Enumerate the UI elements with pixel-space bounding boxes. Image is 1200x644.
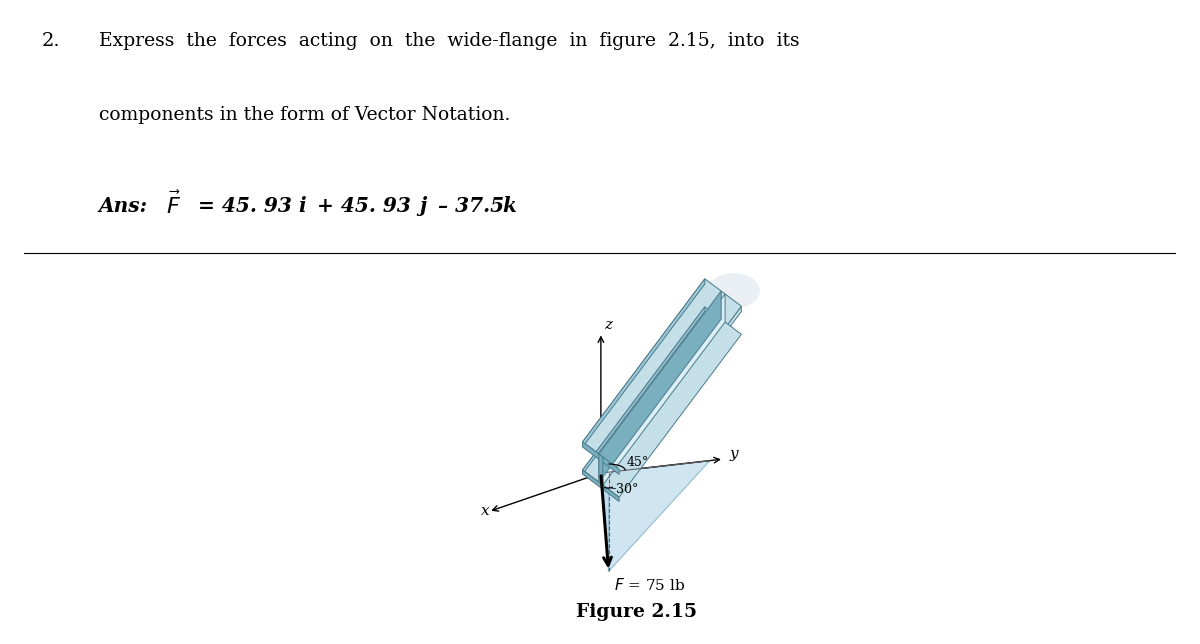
- Text: Express  the  forces  acting  on  the  wide-flange  in  figure  2.15,  into  its: Express the forces acting on the wide-fl…: [98, 32, 799, 50]
- Text: Figure 2.15: Figure 2.15: [576, 603, 696, 621]
- Polygon shape: [583, 279, 704, 447]
- Text: k: k: [502, 196, 516, 216]
- Polygon shape: [583, 442, 619, 475]
- Polygon shape: [599, 291, 721, 482]
- Text: y: y: [730, 448, 738, 461]
- Polygon shape: [583, 307, 742, 497]
- Polygon shape: [601, 473, 608, 571]
- Text: – 37.5: – 37.5: [431, 196, 504, 216]
- Text: + 45. 93: + 45. 93: [310, 196, 410, 216]
- Text: i: i: [298, 196, 306, 216]
- Text: 45°: 45°: [626, 457, 648, 469]
- Text: j: j: [419, 196, 426, 216]
- Polygon shape: [619, 306, 742, 475]
- Polygon shape: [599, 454, 602, 485]
- Polygon shape: [583, 307, 704, 474]
- Text: –: –: [611, 483, 616, 493]
- Polygon shape: [602, 294, 725, 485]
- Text: 2.: 2.: [41, 32, 60, 50]
- Text: $\mathit{F}$ = 75 lb: $\mathit{F}$ = 75 lb: [614, 576, 685, 592]
- Text: $\vec{F}$: $\vec{F}$: [166, 191, 181, 219]
- Ellipse shape: [707, 273, 760, 308]
- Text: z: z: [604, 318, 612, 332]
- Text: Ans:: Ans:: [98, 196, 155, 216]
- Text: x: x: [481, 504, 490, 518]
- Polygon shape: [583, 470, 619, 502]
- Text: 30°: 30°: [616, 484, 638, 497]
- Polygon shape: [601, 460, 709, 571]
- Text: = 45. 93: = 45. 93: [191, 196, 292, 216]
- Polygon shape: [583, 279, 742, 469]
- Text: components in the form of Vector Notation.: components in the form of Vector Notatio…: [98, 106, 510, 124]
